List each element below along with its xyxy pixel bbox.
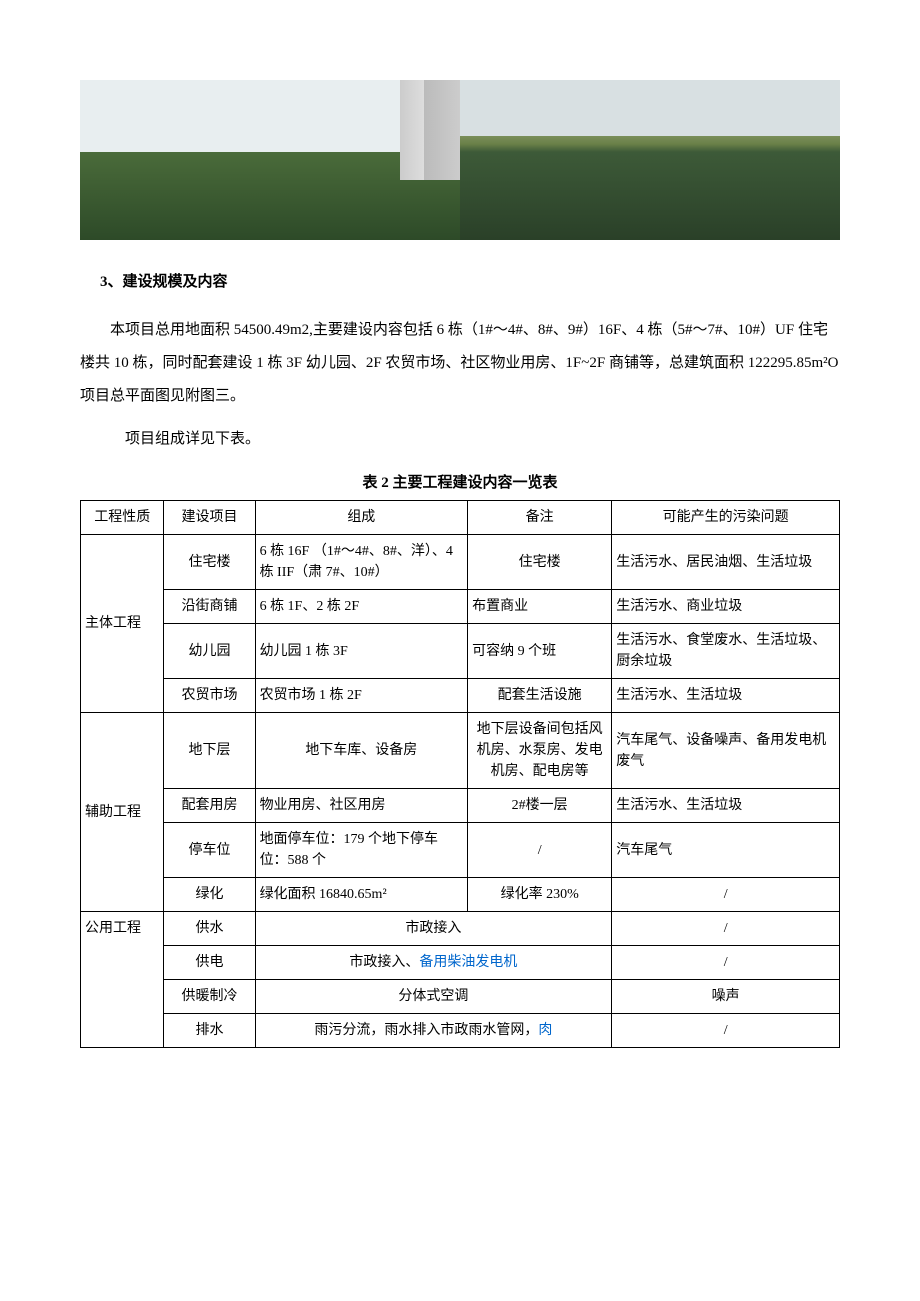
table-header-cell: 工程性质 (81, 501, 164, 535)
comp-cell: 绿化面积 16840.65m² (255, 878, 468, 912)
item-cell: 配套用房 (164, 789, 255, 823)
item-cell: 住宅楼 (164, 535, 255, 590)
comp-cell: 农贸市场 1 栋 2F (255, 679, 468, 713)
merged-text-a: 市政接入、 (349, 955, 419, 970)
site-photo-right (460, 80, 840, 240)
item-cell: 幼儿园 (164, 624, 255, 679)
paragraph-1: 本项目总用地面积 54500.49m2,主要建设内容包括 6 栋（1#～4#、8… (80, 314, 840, 413)
comp-cell: 物业用房、社区用房 (255, 789, 468, 823)
site-photo-row (80, 80, 840, 240)
table-row: 停车位地面停车位：179 个地下停车位：588 个/汽车尾气 (81, 823, 840, 878)
poll-cell: 生活污水、生活垃圾 (612, 679, 840, 713)
table-row: 幼儿园幼儿园 1 栋 3F可容纳 9 个班生活污水、食堂废水、生活垃圾、厨余垃圾 (81, 624, 840, 679)
table-row: 供电市政接入、备用柴油发电机/ (81, 946, 840, 980)
section-number: 3 (100, 274, 108, 290)
item-cell: 供暖制冷 (164, 980, 255, 1014)
table-header-cell: 备注 (468, 501, 612, 535)
paragraph-2: 项目组成详见下表。 (125, 423, 840, 456)
merged-text-blue: 肉 (538, 1023, 552, 1038)
merged-cell: 分体式空调 (255, 980, 612, 1014)
poll-cell: 汽车尾气 (612, 823, 840, 878)
comp-cell: 6 栋 1F、2 栋 2F (255, 590, 468, 624)
poll-cell: 生活污水、食堂废水、生活垃圾、厨余垃圾 (612, 624, 840, 679)
item-cell: 供电 (164, 946, 255, 980)
nature-cell: 辅助工程 (81, 713, 164, 912)
merged-text-blue: 备用柴油发电机 (419, 955, 517, 970)
table-row: 公用工程供水市政接入/ (81, 912, 840, 946)
item-cell: 供水 (164, 912, 255, 946)
table-header-cell: 组成 (255, 501, 468, 535)
table-row: 排水雨污分流，雨水排入市政雨水管网，肉/ (81, 1014, 840, 1048)
note-cell: 地下层设备间包括风机房、水泵房、发电机房、配电房等 (468, 713, 612, 789)
section-title: 、建设规模及内容 (108, 274, 228, 290)
table-row: 供暖制冷分体式空调噪声 (81, 980, 840, 1014)
table-row: 辅助工程地下层地下车库、设备房地下层设备间包括风机房、水泵房、发电机房、配电房等… (81, 713, 840, 789)
poll-cell: 生活污水、生活垃圾 (612, 789, 840, 823)
item-cell: 农贸市场 (164, 679, 255, 713)
construction-table: 工程性质建设项目组成备注可能产生的污染问题主体工程住宅楼6 栋 16F （1#～… (80, 500, 840, 1048)
poll-cell: 生活污水、居民油烟、生活垃圾 (612, 535, 840, 590)
merged-cell: 市政接入、备用柴油发电机 (255, 946, 612, 980)
poll-cell: / (612, 912, 840, 946)
table-row: 配套用房物业用房、社区用房2#楼一层生活污水、生活垃圾 (81, 789, 840, 823)
table-header-cell: 建设项目 (164, 501, 255, 535)
table-header-row: 工程性质建设项目组成备注可能产生的污染问题 (81, 501, 840, 535)
note-cell: 绿化率 230% (468, 878, 612, 912)
table-row: 农贸市场农贸市场 1 栋 2F配套生活设施生活污水、生活垃圾 (81, 679, 840, 713)
item-cell: 停车位 (164, 823, 255, 878)
table-header-cell: 可能产生的污染问题 (612, 501, 840, 535)
nature-cell: 主体工程 (81, 535, 164, 713)
comp-cell: 地下车库、设备房 (255, 713, 468, 789)
merged-text-a: 雨污分流，雨水排入市政雨水管网， (314, 1023, 538, 1038)
section-heading: 3、建设规模及内容 (100, 270, 840, 294)
poll-cell: 汽车尾气、设备噪声、备用发电机废气 (612, 713, 840, 789)
poll-cell: / (612, 878, 840, 912)
item-cell: 绿化 (164, 878, 255, 912)
poll-cell: / (612, 946, 840, 980)
item-cell: 沿街商铺 (164, 590, 255, 624)
site-photo-left (80, 80, 460, 240)
comp-cell: 地面停车位：179 个地下停车位：588 个 (255, 823, 468, 878)
nature-cell: 公用工程 (81, 912, 164, 1048)
table-caption: 表 2 主要工程建设内容一览表 (80, 471, 840, 495)
photo-building (400, 80, 460, 180)
poll-cell: / (612, 1014, 840, 1048)
note-cell: 布置商业 (468, 590, 612, 624)
poll-cell: 噪声 (612, 980, 840, 1014)
item-cell: 排水 (164, 1014, 255, 1048)
table-row: 主体工程住宅楼6 栋 16F （1#～4#、8#、洋）、4 栋 IIF（肃 7#… (81, 535, 840, 590)
comp-cell: 6 栋 16F （1#～4#、8#、洋）、4 栋 IIF（肃 7#、10#） (255, 535, 468, 590)
comp-cell: 幼儿园 1 栋 3F (255, 624, 468, 679)
item-cell: 地下层 (164, 713, 255, 789)
note-cell: 2#楼一层 (468, 789, 612, 823)
note-cell: / (468, 823, 612, 878)
note-cell: 住宅楼 (468, 535, 612, 590)
note-cell: 可容纳 9 个班 (468, 624, 612, 679)
merged-cell: 市政接入 (255, 912, 612, 946)
note-cell: 配套生活设施 (468, 679, 612, 713)
table-row: 绿化绿化面积 16840.65m²绿化率 230%/ (81, 878, 840, 912)
merged-cell: 雨污分流，雨水排入市政雨水管网，肉 (255, 1014, 612, 1048)
poll-cell: 生活污水、商业垃圾 (612, 590, 840, 624)
table-row: 沿街商铺6 栋 1F、2 栋 2F布置商业生活污水、商业垃圾 (81, 590, 840, 624)
